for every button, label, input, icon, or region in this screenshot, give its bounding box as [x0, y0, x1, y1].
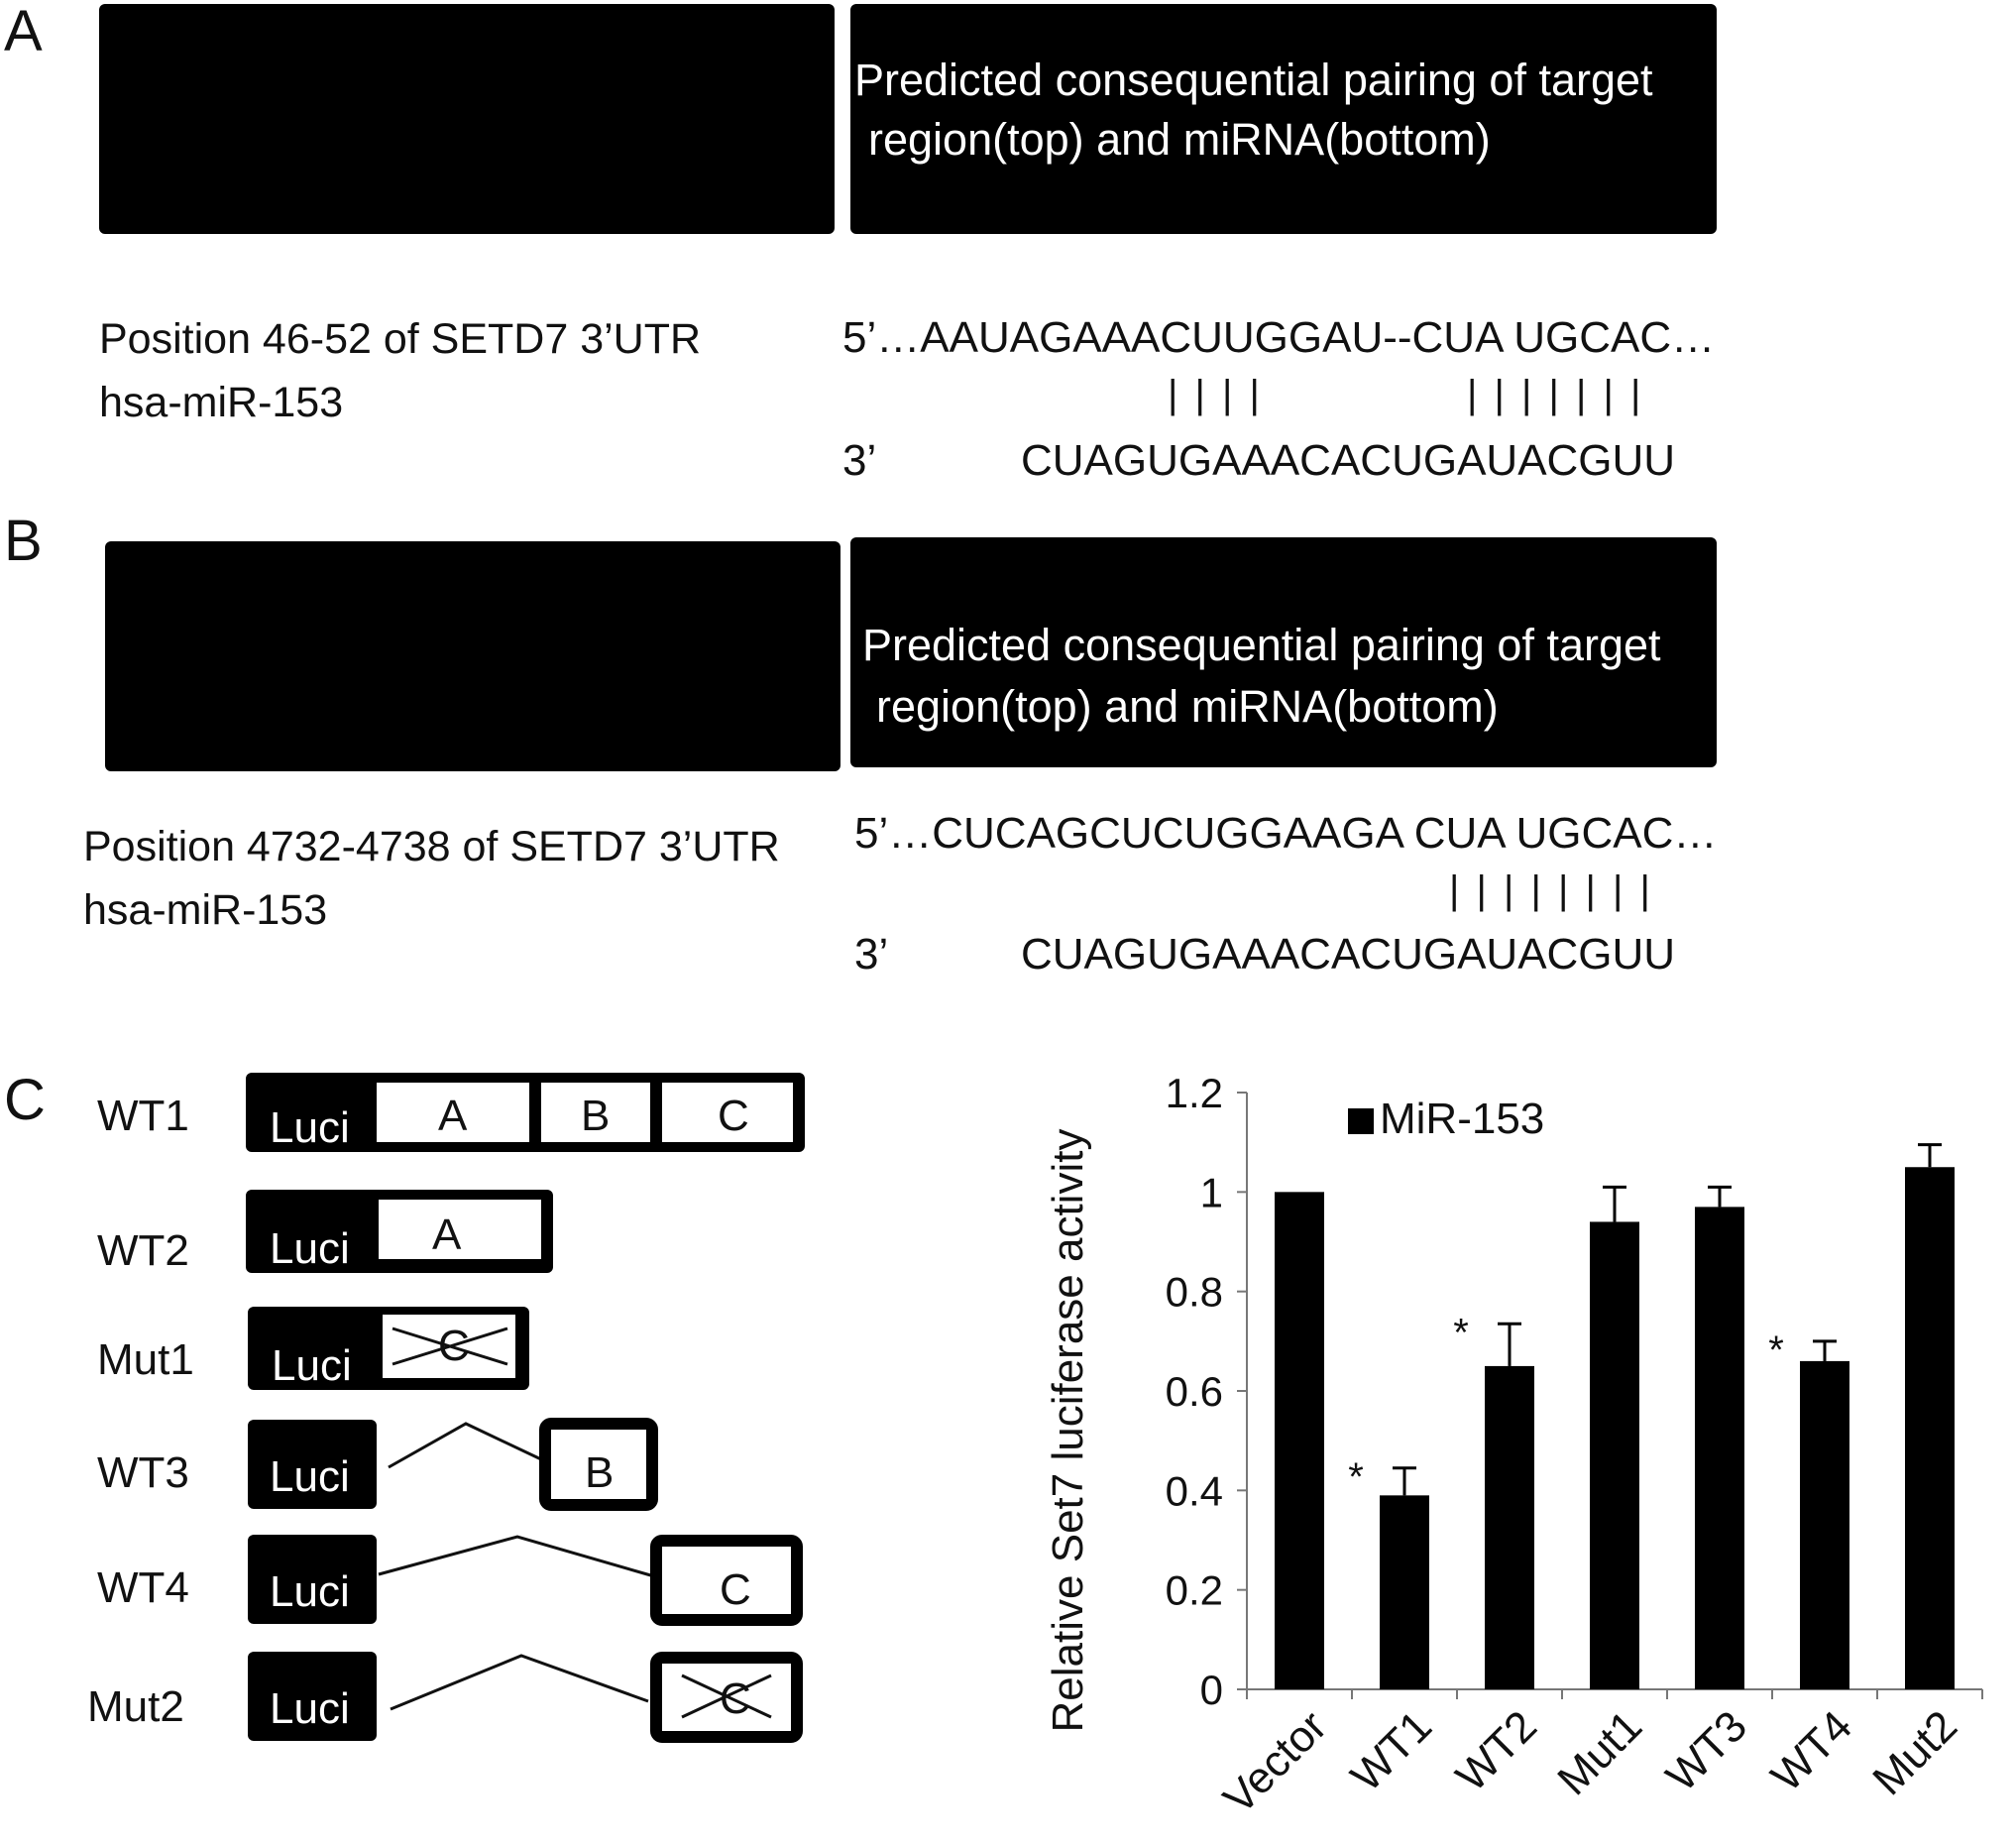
panel-a-pairing-marks-1: | | | |: [1168, 373, 1263, 416]
y-tick-label: 1.2: [1166, 1070, 1223, 1116]
y-tick-label: 0.2: [1166, 1567, 1223, 1614]
panel-a-header-line2: region(top) and miRNA(bottom): [868, 114, 1491, 165]
panel-a-letter: A: [4, 0, 43, 63]
panel-a-redacted-box: [99, 4, 835, 234]
panel-b-header-line1: Predicted consequential pairing of targe…: [862, 620, 1661, 670]
x-category-label: Vector: [1214, 1701, 1336, 1823]
luci-label: Luci: [270, 1567, 350, 1616]
cross-icon: [681, 1673, 772, 1719]
construct-wt4: Luci C: [248, 1535, 803, 1626]
bar-wt4: [1800, 1360, 1849, 1689]
panel-a-mirna-sequence: CUAGUGAAACACUGAUACGUU: [1021, 436, 1676, 485]
panel-b-pairing-marks: | | | | | | | |: [1449, 868, 1653, 912]
bar-mut2: [1905, 1167, 1955, 1689]
luciferase-bar-chart: 0 0.2 0.4 0.6 0.8 1 1.2 Vector WT1 WT2 Mut1 WT3 WT4…: [1044, 1070, 1983, 1823]
y-tick-label: 0.4: [1166, 1467, 1223, 1514]
segment-b-box: [541, 1083, 650, 1142]
panel-b-3prime: 3’: [854, 930, 889, 979]
legend-swatch: [1348, 1108, 1374, 1134]
bar-wt1: [1380, 1495, 1429, 1689]
segment-b-label: B: [581, 1092, 610, 1140]
deletion-line: [388, 1422, 542, 1469]
segment-c-box: [650, 1535, 803, 1626]
luci-label: Luci: [270, 1452, 350, 1501]
segment-a-box: [377, 1083, 529, 1142]
panel-b-letter: B: [4, 509, 43, 573]
construct-mut2: Luci C: [248, 1652, 803, 1743]
segment-a-label: A: [438, 1092, 468, 1140]
legend: MiR-153: [1348, 1095, 1544, 1143]
construct-label-wt4: WT4: [97, 1563, 189, 1612]
bars: * * *: [1275, 1143, 1955, 1689]
y-tick-label: 0.8: [1166, 1269, 1223, 1316]
x-category-label: WT1: [1342, 1701, 1441, 1800]
x-category-label: Mut1: [1548, 1701, 1651, 1804]
segment-c-box: [662, 1083, 793, 1142]
y-tick-label: 0.6: [1166, 1368, 1223, 1415]
luci-label: Luci: [270, 1224, 350, 1273]
segment-b-box: [539, 1418, 658, 1511]
segment-a-box: [379, 1200, 541, 1259]
deletion-line: [390, 1654, 649, 1711]
y-axis-title: Relative Set7 luciferase activity: [1044, 1129, 1092, 1733]
panel-a-pairing-marks-2: | | | | | | |: [1467, 373, 1644, 416]
construct-mut2-luci: [248, 1652, 377, 1741]
panel-b-mirna-label: hsa-miR-153: [83, 886, 328, 934]
segment-a-label: A: [432, 1211, 462, 1259]
panel-b-target-sequence: 5’…CUCAGCUCUGGAAGA CUA UGCAC…: [854, 809, 1718, 858]
construct-label-mut1: Mut1: [97, 1335, 194, 1384]
construct-label-wt2: WT2: [97, 1226, 189, 1275]
construct-diagram: WT1 Luci A B C WT2 Luci A Mut1 Luci C: [87, 1073, 805, 1743]
segment-c-label: C: [720, 1565, 751, 1614]
panel-b-position-label: Position 4732-4738 of SETD7 3’UTR: [83, 823, 780, 870]
y-axis: 0 0.2 0.4 0.6 0.8 1 1.2: [1166, 1070, 1248, 1713]
x-category-label: WT3: [1657, 1701, 1756, 1800]
segment-c-label: C: [718, 1092, 749, 1140]
panel-a-3prime: 3’: [842, 436, 877, 485]
bar-mut1: [1590, 1221, 1639, 1689]
construct-wt1: Luci A B C: [246, 1073, 805, 1152]
x-category-label: WT4: [1762, 1701, 1861, 1800]
panel-a-header-line1: Predicted consequential pairing of targe…: [854, 55, 1653, 105]
panel-b-mirna-sequence: CUAGUGAAACACUGAUACGUU: [1021, 930, 1676, 979]
construct-wt2: Luci A: [246, 1190, 553, 1273]
x-axis: Vector WT1 WT2 Mut1 WT3 WT4 Mut2: [1214, 1688, 1983, 1823]
bar-wt3: [1695, 1207, 1744, 1689]
y-tick-label: 1: [1200, 1169, 1223, 1215]
segment-b-label: B: [585, 1448, 614, 1497]
significance-marker: *: [1768, 1328, 1784, 1372]
cross-icon: [392, 1327, 508, 1366]
panel-b-header-box: Predicted consequential pairing of targe…: [850, 537, 1717, 767]
x-category-label: WT2: [1447, 1701, 1546, 1800]
bar-wt2: [1485, 1365, 1534, 1689]
significance-marker: *: [1453, 1311, 1469, 1354]
panel-c-letter: C: [4, 1068, 46, 1132]
luci-label: Luci: [270, 1684, 350, 1733]
luci-label: Luci: [272, 1341, 352, 1390]
panel-b-header-line2: region(top) and miRNA(bottom): [876, 681, 1499, 732]
significance-marker: *: [1348, 1455, 1364, 1499]
construct-wt3-luci: [248, 1420, 377, 1509]
bar-vector: [1275, 1192, 1324, 1689]
construct-label-mut2: Mut2: [87, 1682, 184, 1731]
construct-label-wt3: WT3: [97, 1448, 189, 1497]
segment-c-box: [650, 1652, 803, 1743]
x-category-label: Mut2: [1863, 1701, 1966, 1804]
construct-label-wt1: WT1: [97, 1092, 189, 1140]
panel-b-redacted-box: [105, 541, 840, 771]
luci-label: Luci: [270, 1103, 350, 1152]
panel-a-header-box: Predicted consequential pairing of targe…: [850, 4, 1717, 234]
deletion-line: [378, 1535, 655, 1578]
construct-wt3: Luci B: [248, 1418, 658, 1511]
construct-mut1: Luci C: [248, 1307, 529, 1390]
panel-a-mirna-label: hsa-miR-153: [99, 379, 344, 426]
panel-a-target-sequence: 5’…AAUAGAAACUUGGAU--CUA UGCAC…: [842, 313, 1716, 362]
panel-a-position-label: Position 46-52 of SETD7 3’UTR: [99, 315, 702, 363]
legend-label: MiR-153: [1380, 1095, 1544, 1143]
construct-wt4-luci: [248, 1535, 377, 1624]
y-tick-label: 0: [1200, 1667, 1223, 1713]
